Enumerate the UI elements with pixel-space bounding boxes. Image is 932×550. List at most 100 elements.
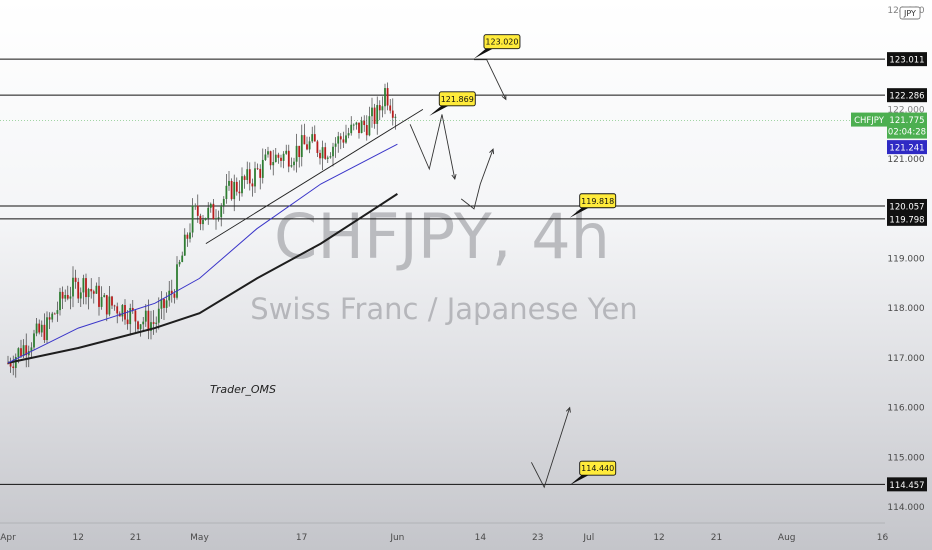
candle-body [290, 165, 293, 167]
price-axis-bg [887, 0, 932, 550]
candle-body [126, 319, 129, 325]
candle-body [108, 296, 111, 315]
level-axis-label: 114.457 [889, 481, 924, 491]
price-callout[interactable]: 114.440 [569, 460, 617, 486]
candle-body [170, 290, 173, 294]
candle-body [287, 150, 290, 167]
candle-body [373, 107, 376, 124]
level-axis-label: 120.057 [889, 202, 924, 212]
candle-body [38, 323, 41, 333]
horizontal-levels[interactable] [0, 58, 885, 485]
price-callouts[interactable]: 123.020 121.869 119.818 114.440 [429, 34, 617, 486]
current-price-label: 121.775 [889, 116, 924, 126]
candle-body [137, 321, 139, 330]
level-axis-tag[interactable] [887, 477, 927, 492]
arrow-head [451, 174, 457, 180]
candle-body [280, 157, 282, 161]
candle-body [358, 122, 360, 134]
candle-body [56, 310, 59, 314]
projection-path[interactable] [409, 114, 456, 180]
candle-body [365, 125, 368, 136]
candle-body [389, 105, 392, 111]
candle-body [386, 88, 389, 106]
drawings[interactable] [205, 59, 571, 489]
candle-body [46, 317, 48, 341]
candle-body [217, 217, 220, 219]
candle-body [134, 310, 137, 322]
candle-body [14, 357, 17, 368]
candle-body [113, 305, 116, 307]
candle-body [215, 218, 217, 220]
candle-body [329, 156, 332, 158]
candle-body [199, 215, 202, 225]
candle-body [144, 310, 147, 322]
symbol-tag[interactable] [851, 112, 887, 127]
candle-body [7, 362, 9, 364]
ma-price-tag[interactable] [887, 140, 927, 155]
level-axis-tag[interactable] [887, 88, 927, 103]
candle-body [371, 107, 373, 117]
level-axis-tag[interactable] [887, 211, 927, 226]
candle-body [82, 278, 85, 293]
candle-body [311, 134, 314, 142]
price-callout[interactable]: 121.869 [429, 91, 476, 116]
currency-badge-box [899, 6, 921, 20]
candle-body [384, 88, 386, 107]
candle-body [155, 322, 158, 324]
candle-body [186, 234, 189, 239]
price-callout[interactable]: 119.818 [569, 193, 617, 218]
candle-body [254, 168, 256, 187]
candle-body [116, 306, 119, 314]
candle-body [345, 135, 347, 143]
candle-body [324, 147, 327, 159]
candle-body [308, 141, 311, 150]
candle-body [191, 205, 194, 233]
candle-body [178, 261, 181, 265]
projection-path[interactable] [460, 149, 494, 210]
candle-body [212, 203, 215, 220]
candle-body [269, 151, 272, 166]
projection-path[interactable] [530, 407, 571, 489]
callout-box [438, 91, 476, 107]
candle-body [235, 181, 238, 192]
callout-label: 119.818 [581, 197, 614, 206]
candle-body [350, 124, 353, 134]
level-axis-tag[interactable] [887, 52, 927, 67]
candle-body [230, 180, 233, 200]
candle-body [27, 351, 30, 356]
candle-body [43, 324, 46, 341]
trend-line[interactable] [205, 109, 424, 244]
candle-body [306, 144, 308, 150]
candle-body [152, 322, 155, 324]
price-callout[interactable]: 123.020 [473, 34, 521, 59]
candle-body [391, 110, 394, 118]
callout-box [483, 34, 521, 50]
projection-path[interactable] [474, 59, 507, 100]
callout-pointer [569, 475, 589, 486]
time-tick-label: 16 [877, 533, 889, 543]
candle-body [251, 183, 254, 187]
candle-body [103, 295, 106, 298]
candle-body [131, 307, 134, 311]
price-tick-label: 122.000 [887, 105, 924, 115]
candle-body [222, 198, 225, 207]
candle-body [207, 207, 210, 218]
time-axis[interactable]: Apr 12 21 May 17 Jun 14 23 Jul 12 21 Aug 16 [0, 522, 889, 543]
currency-badge[interactable]: JPY [899, 6, 921, 20]
author-signature: Trader_OMS [210, 383, 276, 396]
price-axis[interactable]: 121.000 119.000 118.000 117.000 116.000 115.0… [851, 0, 932, 550]
candle-body [61, 291, 64, 299]
callout-box [579, 460, 617, 476]
candle-body [173, 293, 176, 298]
candle-body [17, 348, 20, 358]
time-tick-label: May [190, 533, 209, 543]
price-tick-label: 121.000 [887, 155, 924, 165]
time-tick-label: 12 [72, 533, 83, 543]
candle-body [220, 206, 223, 218]
level-axis-tag[interactable] [887, 198, 927, 213]
candle-body [204, 217, 207, 220]
current-price-tag[interactable] [887, 112, 927, 139]
candle-body [319, 152, 321, 159]
